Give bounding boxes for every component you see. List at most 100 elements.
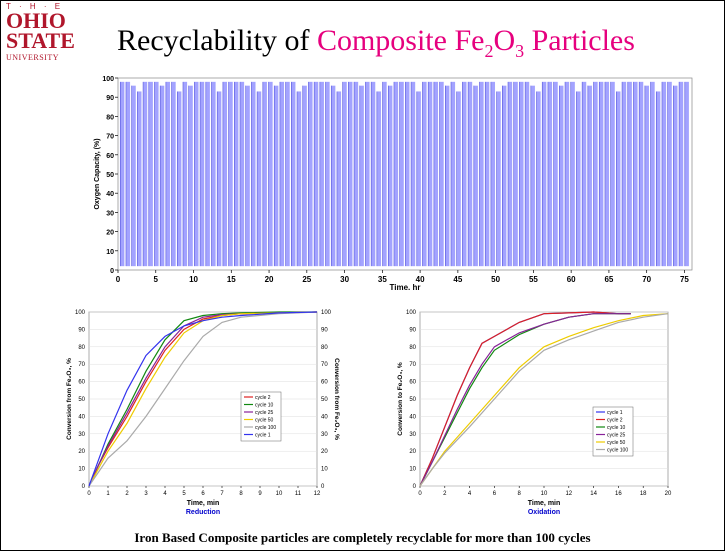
legend-label: cycle 50 xyxy=(255,418,274,424)
cycle-band xyxy=(319,81,324,267)
cycle-band xyxy=(262,81,267,267)
y-tick-label: 90 xyxy=(409,327,416,333)
cycle-band xyxy=(331,85,336,267)
y-tick-label: 80 xyxy=(106,114,114,121)
cycle-band xyxy=(240,81,245,267)
cycle-band xyxy=(650,81,655,267)
y-tick-label: 30 xyxy=(106,210,114,217)
cycle-band xyxy=(291,81,296,267)
chart-subtitle: Reduction xyxy=(186,509,220,516)
cycle-band xyxy=(205,81,210,267)
x-tick-label: 12 xyxy=(314,491,321,497)
cycle-band xyxy=(354,81,359,267)
title-subscript-3: 3 xyxy=(515,41,525,61)
x-axis-label: Time, hr xyxy=(390,283,421,290)
cycle-band xyxy=(154,81,159,267)
x-tick-label: 75 xyxy=(680,275,689,284)
y-axis-label: Oxygen Capacity, (%) xyxy=(94,138,101,209)
cycle-band xyxy=(177,91,182,267)
y-tick-label: 10 xyxy=(106,249,114,256)
cycle-band xyxy=(610,81,615,267)
oxygen-capacity-chart: 0 10 20 30 40 50 60 70 80 90 100 0 5 10 15 20 25 30 35 40 45… xyxy=(94,76,693,290)
y-tick-label-right: 0 xyxy=(321,484,325,490)
series-line xyxy=(88,311,318,487)
title-suffix: Particles xyxy=(524,24,635,57)
cycle-band xyxy=(473,85,478,267)
cycle-band xyxy=(388,85,393,267)
cycle-band xyxy=(125,81,131,267)
y-tick-label: 50 xyxy=(106,172,114,179)
x-tick-label: 6 xyxy=(201,491,205,497)
title-highlight-text: Composite Fe xyxy=(316,24,485,57)
y-tick-label: 0 xyxy=(110,268,114,275)
series-line xyxy=(419,313,669,487)
x-tick-label: 50 xyxy=(491,275,500,284)
series-line xyxy=(419,313,631,487)
cycle-band xyxy=(513,81,518,267)
legend-label: cycle 1 xyxy=(255,433,271,439)
y-tick-label: 20 xyxy=(409,449,416,455)
x-tick-label: 35 xyxy=(378,275,387,284)
cycle-band xyxy=(405,81,410,267)
x-tick-label: 8 xyxy=(239,491,243,497)
x-tick-label: 0 xyxy=(418,491,422,497)
legend-label: cycle 100 xyxy=(607,448,628,454)
y-tick-label: 60 xyxy=(78,380,85,386)
cycle-band xyxy=(485,81,490,267)
y-tick-label: 30 xyxy=(78,432,85,438)
x-tick-label: 20 xyxy=(265,275,274,284)
cycle-band xyxy=(194,81,199,267)
title-subscript-2: 2 xyxy=(484,41,494,61)
cycle-band xyxy=(365,81,370,267)
y-tick-label-right: 70 xyxy=(321,362,328,368)
legend-label: cycle 2 xyxy=(607,418,623,424)
cycle-band xyxy=(314,81,319,267)
y-tick-label-right: 10 xyxy=(321,467,328,473)
cycle-band xyxy=(576,91,581,267)
y-axis-label: Conversion from Fe₂O₃, % xyxy=(66,358,73,440)
y-tick-label: 90 xyxy=(106,95,114,102)
legend-label: cycle 10 xyxy=(255,403,274,409)
cycle-band xyxy=(382,81,387,267)
title-o: O xyxy=(493,24,516,57)
cycle-band xyxy=(359,85,364,267)
cycle-band xyxy=(525,81,530,267)
series-line xyxy=(419,313,669,487)
cycle-band xyxy=(479,81,484,267)
cycle-band xyxy=(171,81,176,267)
x-tick-label: 60 xyxy=(567,275,576,284)
y-tick-label: 0 xyxy=(413,484,417,490)
x-tick-label: 1 xyxy=(106,491,110,497)
x-tick-label: 4 xyxy=(468,491,472,497)
y-tick-label-right: 20 xyxy=(321,449,328,455)
x-tick-label: 18 xyxy=(640,491,647,497)
y-tick-label: 100 xyxy=(75,310,86,316)
x-tick-label: 9 xyxy=(258,491,262,497)
cycle-band xyxy=(639,81,644,267)
y-tick-label: 30 xyxy=(409,432,416,438)
y-tick-label: 90 xyxy=(78,327,85,333)
x-tick-label: 10 xyxy=(189,275,198,284)
cycle-band xyxy=(302,85,307,267)
cycle-band xyxy=(439,81,444,267)
x-tick-label: 65 xyxy=(604,275,613,284)
x-tick-label: 55 xyxy=(529,275,538,284)
cycle-band xyxy=(633,81,638,267)
cycle-band xyxy=(456,91,461,267)
x-tick-label: 25 xyxy=(302,275,311,284)
cycle-band xyxy=(393,81,399,267)
y-tick-label: 20 xyxy=(106,230,114,237)
cycle-band xyxy=(490,81,496,267)
y-tick-label-right: 30 xyxy=(321,432,328,438)
cycle-band xyxy=(165,81,170,267)
cycle-band xyxy=(342,81,347,267)
cycle-band xyxy=(445,85,450,267)
x-tick-label: 12 xyxy=(565,491,572,497)
cycle-band xyxy=(656,91,661,267)
y-tick-label: 10 xyxy=(409,467,416,473)
cycle-band xyxy=(371,81,376,267)
cycle-band xyxy=(428,81,433,267)
cycle-band xyxy=(547,81,553,267)
y-tick-label: 70 xyxy=(409,362,416,368)
